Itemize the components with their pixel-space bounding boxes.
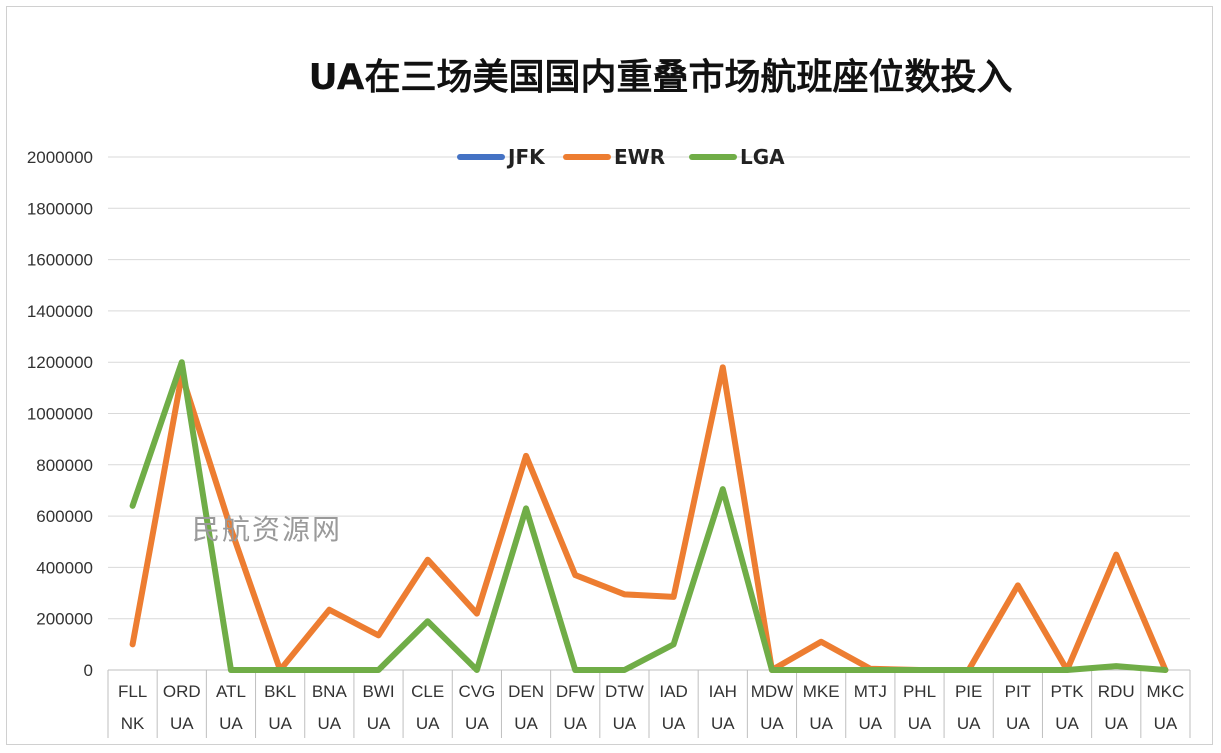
- x-tick-label: CLE: [411, 682, 444, 701]
- x-tick-label-carrier: UA: [908, 714, 932, 733]
- x-tick-label: DEN: [508, 682, 544, 701]
- legend-label-lga: LGA: [740, 145, 785, 169]
- x-tick-label-carrier: UA: [367, 714, 391, 733]
- y-tick-label: 2000000: [27, 148, 93, 167]
- chart-title: UA在三场美国国内重叠市场航班座位数投入: [308, 57, 1013, 98]
- y-tick-label: 1000000: [27, 405, 93, 424]
- x-tick-label: MKE: [803, 682, 840, 701]
- x-tick-label-carrier: UA: [1055, 714, 1079, 733]
- x-tick-label: PIE: [955, 682, 982, 701]
- y-axis-ticks: 0 200000 400000 600000 800000 1000000 1200000 1…: [27, 148, 93, 680]
- x-tick-label: PIT: [1005, 682, 1031, 701]
- x-tick-label-carrier: UA: [613, 714, 637, 733]
- x-tick-label-carrier: UA: [219, 714, 243, 733]
- x-tick-label-carrier: UA: [1104, 714, 1128, 733]
- x-tick-label: BKL: [264, 682, 296, 701]
- x-tick-label: MTJ: [854, 682, 887, 701]
- x-tick-label-carrier: UA: [318, 714, 342, 733]
- x-tick-label-carrier: UA: [416, 714, 440, 733]
- x-tick-label-carrier: UA: [662, 714, 686, 733]
- x-tick-label: IAH: [709, 682, 737, 701]
- x-tick-label: PTK: [1051, 682, 1085, 701]
- x-tick-label-carrier: UA: [268, 714, 292, 733]
- legend: JFK EWR LGA: [457, 145, 785, 169]
- y-tick-label: 200000: [36, 610, 93, 629]
- x-tick-label-carrier: NK: [121, 714, 145, 733]
- legend-label-jfk: JFK: [506, 145, 546, 169]
- x-tick-label: BNA: [312, 682, 348, 701]
- legend-label-ewr: EWR: [614, 145, 665, 169]
- y-tick-label: 1600000: [27, 251, 93, 270]
- x-tick-label: RDU: [1098, 682, 1135, 701]
- y-tick-label: 1200000: [27, 353, 93, 372]
- x-tick-label-carrier: UA: [170, 714, 194, 733]
- x-tick-label-carrier: UA: [1154, 714, 1178, 733]
- x-tick-label-carrier: UA: [1006, 714, 1030, 733]
- x-tick-label: PHL: [903, 682, 936, 701]
- y-tick-label: 400000: [36, 558, 93, 577]
- x-tick-label: MDW: [751, 682, 793, 701]
- x-tick-label: IAD: [659, 682, 687, 701]
- x-tick-label: BWI: [362, 682, 394, 701]
- x-tick-label: CVG: [458, 682, 495, 701]
- x-tick-label-carrier: UA: [859, 714, 883, 733]
- x-tick-label: MKC: [1147, 682, 1185, 701]
- x-axis: FLL NK ORD UA ATL UA BKL UA BNA UA BWI UA CLE UA CVG UA…: [107, 669, 1191, 738]
- chart-frame: [6, 6, 1213, 745]
- series-lines: [129, 359, 1169, 673]
- x-tick-label-carrier: UA: [514, 714, 538, 733]
- y-tick-label: 800000: [36, 456, 93, 475]
- x-tick-label: DFW: [556, 682, 595, 701]
- y-tick-label: 1400000: [27, 302, 93, 321]
- series-line-ewr: [129, 364, 1169, 673]
- x-tick-label-carrier: UA: [809, 714, 833, 733]
- x-tick-label: ORD: [163, 682, 201, 701]
- x-tick-label: ATL: [216, 682, 246, 701]
- x-tick-label-carrier: UA: [760, 714, 784, 733]
- x-tick-label-carrier: UA: [957, 714, 981, 733]
- y-tick-label: 1800000: [27, 199, 93, 218]
- x-tick-label-carrier: UA: [563, 714, 587, 733]
- y-tick-label: 600000: [36, 507, 93, 526]
- gridlines: [108, 156, 1190, 620]
- y-tick-label: 0: [84, 661, 93, 680]
- x-tick-label-carrier: UA: [711, 714, 735, 733]
- series-line-lga: [129, 359, 1169, 673]
- x-tick-label: FLL: [118, 682, 147, 701]
- x-tick-label-carrier: UA: [465, 714, 489, 733]
- x-tick-label: DTW: [605, 682, 644, 701]
- watermark-text: 民航资源网: [192, 513, 343, 546]
